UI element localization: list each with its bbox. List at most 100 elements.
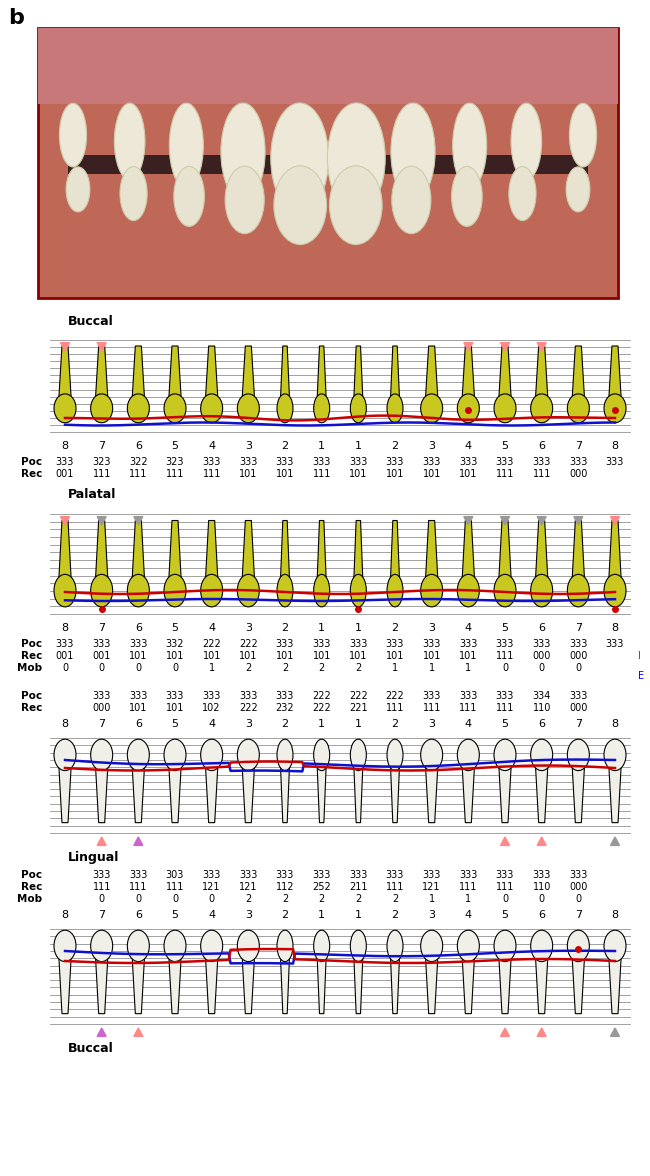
Polygon shape [464,516,473,524]
Polygon shape [97,837,106,846]
Text: 6: 6 [538,441,545,452]
Polygon shape [59,521,71,577]
Text: 1: 1 [318,910,325,920]
Polygon shape [609,960,621,1014]
Ellipse shape [421,394,443,422]
Ellipse shape [90,394,112,422]
Text: Рос: Рос [21,691,42,701]
Text: 2: 2 [318,663,325,673]
Text: 111: 111 [129,469,148,479]
Text: 2: 2 [391,719,398,729]
Text: Rec: Rec [21,882,42,893]
Polygon shape [133,521,144,577]
Text: 102: 102 [202,703,221,713]
Text: E: E [638,671,644,681]
Text: 333: 333 [386,457,404,467]
Text: 000: 000 [532,652,551,661]
Text: 333: 333 [349,639,367,649]
Polygon shape [169,960,181,1014]
Text: 333: 333 [56,639,74,649]
Ellipse shape [421,740,443,770]
Text: 3: 3 [428,719,435,729]
Text: 000: 000 [569,652,588,661]
Polygon shape [537,837,546,846]
Text: 0: 0 [502,894,508,904]
Polygon shape [317,960,326,1014]
Text: 4: 4 [465,441,472,452]
Text: 111: 111 [386,882,404,893]
Text: 0: 0 [502,663,508,673]
Polygon shape [610,1028,619,1036]
Text: 333: 333 [422,870,441,880]
Text: 2: 2 [282,894,288,904]
Text: 2: 2 [391,623,398,633]
Text: Rec: Rec [21,469,42,479]
Text: 333: 333 [569,870,588,880]
Text: 333: 333 [532,870,551,880]
Polygon shape [536,960,548,1014]
Polygon shape [500,837,510,846]
Polygon shape [609,768,621,823]
Text: 211: 211 [349,882,368,893]
Ellipse shape [604,574,626,607]
Polygon shape [281,768,289,823]
Polygon shape [572,521,584,577]
Text: 1: 1 [465,894,471,904]
Text: 001: 001 [92,652,111,661]
Text: 111: 111 [496,703,514,713]
Ellipse shape [530,394,552,422]
Ellipse shape [237,740,259,770]
Text: 222: 222 [239,703,257,713]
Bar [38,28,618,298]
Text: 333: 333 [92,870,111,880]
Text: 0: 0 [539,663,545,673]
Polygon shape [242,346,254,396]
Text: 333: 333 [276,639,294,649]
Text: 333: 333 [166,691,184,701]
Ellipse shape [494,574,516,607]
Polygon shape [536,521,548,577]
Text: 3: 3 [245,441,252,452]
Text: 111: 111 [386,703,404,713]
Polygon shape [242,521,254,577]
Text: 7: 7 [575,441,582,452]
Ellipse shape [511,103,541,180]
Text: 101: 101 [276,652,294,661]
Text: 111: 111 [496,882,514,893]
Polygon shape [281,346,289,396]
Polygon shape [354,768,363,823]
Text: 101: 101 [276,469,294,479]
Text: 333: 333 [459,639,478,649]
Text: 1: 1 [209,663,214,673]
Text: 333: 333 [349,457,367,467]
Text: 4: 4 [465,623,472,633]
Text: 3: 3 [245,719,252,729]
Text: 8: 8 [612,623,619,633]
Text: 6: 6 [135,441,142,452]
Text: 101: 101 [129,652,148,661]
Text: 8: 8 [612,441,619,452]
Ellipse shape [164,574,186,607]
Ellipse shape [604,740,626,770]
Text: 333: 333 [422,639,441,649]
Ellipse shape [458,930,479,962]
Polygon shape [134,516,143,524]
Text: 333: 333 [496,639,514,649]
Ellipse shape [314,574,330,607]
Ellipse shape [277,930,293,962]
Text: 111: 111 [166,882,184,893]
Text: 222: 222 [202,639,221,649]
Text: 0: 0 [172,894,178,904]
Polygon shape [426,960,437,1014]
Text: 101: 101 [313,652,331,661]
Ellipse shape [164,740,186,770]
Ellipse shape [271,103,328,214]
Text: 111: 111 [166,469,184,479]
Text: 333: 333 [276,691,294,701]
Text: 001: 001 [56,652,74,661]
Text: 333: 333 [239,457,257,467]
Text: 333: 333 [569,691,588,701]
Polygon shape [391,768,399,823]
Polygon shape [537,342,546,350]
Ellipse shape [350,930,367,962]
